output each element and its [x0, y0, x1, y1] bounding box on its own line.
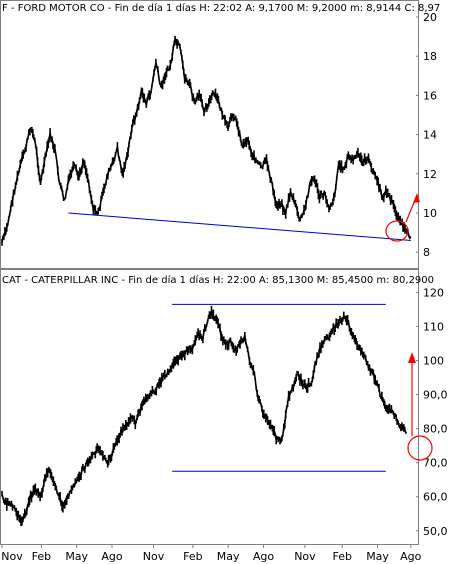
- ford-y-axis: 20 18 16 14 12 10 8: [416, 11, 437, 259]
- x-tick-label: Ago: [400, 550, 422, 563]
- cat-y-tick-label: 110: [423, 320, 444, 333]
- ford-y-tick-label: 20: [423, 11, 437, 24]
- ford-y-tick-label: 14: [423, 129, 437, 142]
- ford-y-tick-label: 16: [423, 89, 437, 102]
- cat-price-line: [1, 305, 408, 527]
- cat-chart-panel: CAT - CATERPILLAR INC - Fin de día 1 día…: [0, 269, 448, 545]
- x-tick-label: Ago: [101, 550, 123, 563]
- x-tick-label: May: [366, 550, 389, 563]
- ford-red-annotation: [385, 193, 420, 242]
- x-tick-label: Ago: [253, 550, 275, 563]
- ford-chart-panel: F - FORD MOTOR CO - Fin de día 1 días H:…: [0, 0, 440, 269]
- ford-circle-marker: [385, 220, 409, 242]
- cat-y-tick-label: 60,0: [423, 491, 448, 504]
- ford-price-series: [1, 35, 412, 246]
- x-tick-label: Nov: [294, 550, 316, 563]
- x-tick-label: Nov: [143, 550, 165, 563]
- x-tick-label: May: [65, 550, 88, 563]
- ford-chart-title: F - FORD MOTOR CO - Fin de día 1 días H:…: [2, 2, 440, 14]
- cat-y-tick-label: 90,0: [423, 389, 448, 402]
- x-tick-label: Nov: [1, 550, 23, 563]
- cat-chart-title: CAT - CATERPILLAR INC - Fin de día 1 día…: [2, 274, 434, 286]
- cat-y-axis: 120 110 100 90,0 80,0 70,0 60,0 50,0: [416, 286, 448, 538]
- cat-plot-frame: [0, 269, 419, 545]
- ford-arrow-head: [413, 193, 420, 203]
- cat-y-tick-label: 80,0: [423, 423, 448, 436]
- ford-y-tick-label: 18: [423, 50, 437, 63]
- cat-price-series: [1, 305, 408, 527]
- cat-y-tick-label: 100: [423, 355, 444, 368]
- x-tick-label: May: [217, 550, 240, 563]
- x-tick-label: Feb: [32, 550, 51, 563]
- cat-support-resistance-lines: [172, 303, 386, 472]
- cat-y-tick-label: 70,0: [423, 457, 448, 470]
- cat-y-tick-label: 50,0: [423, 525, 448, 538]
- ford-trendline-group: [68, 212, 411, 241]
- cat-circle-marker: [407, 435, 433, 461]
- x-tick-label: Feb: [333, 550, 352, 563]
- cat-red-annotation: [407, 352, 433, 461]
- ford-y-tick-label: 12: [423, 168, 437, 181]
- ford-y-tick-label: 8: [423, 246, 430, 259]
- cat-arrow-head: [408, 352, 416, 363]
- ford-price-line: [1, 35, 412, 246]
- ford-trendline: [68, 212, 411, 241]
- x-axis: Nov Feb May Ago Nov Feb May Ago Nov Feb May Ago: [1, 544, 422, 563]
- ford-y-tick-label: 10: [423, 207, 437, 220]
- cat-y-tick-label: 120: [423, 286, 444, 299]
- x-tick-label: Feb: [183, 550, 202, 563]
